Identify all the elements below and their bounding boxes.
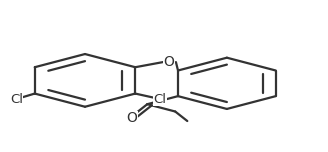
Text: Cl: Cl bbox=[10, 93, 23, 106]
Text: O: O bbox=[163, 55, 174, 69]
Text: Cl: Cl bbox=[154, 93, 167, 106]
Text: O: O bbox=[127, 111, 137, 125]
